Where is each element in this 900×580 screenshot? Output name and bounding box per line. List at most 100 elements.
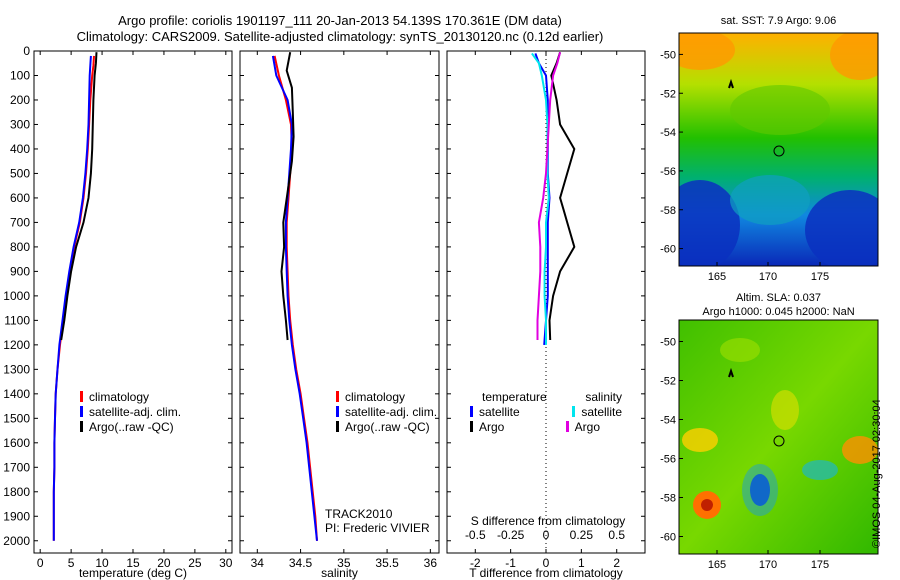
figure-title-line1: Argo profile: coriolis 1901197_111 20-Ja… [118, 13, 562, 28]
sla-argo-location-marker [773, 435, 785, 447]
salinity-x-tick-label: 35 [337, 556, 351, 570]
legend-climatology: climatology [345, 390, 406, 404]
legend-s-satellite: satellite [581, 405, 622, 419]
sla-lon-tick-label: 165 [708, 559, 726, 571]
figure-title-line2: Climatology: CARS2009. Satellite-adjuste… [76, 29, 604, 44]
temperature-series-argo-raw-qc- [60, 52, 98, 341]
depth-tick-label: 0 [23, 44, 30, 58]
difference-series-salinity-argo [536, 51, 562, 340]
difference-x-tick-label: -1 [505, 556, 516, 570]
salinity-legend: climatology satellite-adj. clim. Argo(..… [336, 390, 437, 435]
s-diff-axis-title: S difference from climatology [470, 514, 626, 528]
sla-lat-tick-label: -50 [660, 337, 676, 349]
difference-x-tick-label: 1 [578, 556, 585, 570]
legend-argo: Argo(..raw -QC) [345, 420, 430, 434]
sst-lat-tick-label: -60 [660, 244, 676, 256]
salinity-x-axis-label: salinity [321, 566, 358, 580]
salinity-series-argo-raw-qc- [280, 52, 295, 341]
depth-tick-label: 1000 [3, 289, 30, 303]
temperature-x-tick-label: 10 [95, 556, 109, 570]
difference-x-tick-label: -2 [470, 556, 481, 570]
temperature-x-tick-label: 15 [126, 556, 140, 570]
depth-tick-label: 1400 [3, 387, 30, 401]
track-name: TRACK2010 [325, 507, 393, 521]
salinity-x-tick-label: 34.5 [289, 556, 313, 570]
pi-name: PI: Frederic VIVIER [325, 521, 430, 535]
temperature-axes-box [33, 50, 233, 554]
sla-lat-tick-label: -56 [660, 454, 676, 466]
sla-lon-tick-label: 170 [759, 559, 777, 571]
sst-lat-tick-label: -58 [660, 205, 676, 217]
difference-s-tick-label: 0.5 [608, 528, 625, 542]
temperature-x-tick-label: 5 [68, 556, 75, 570]
sst-map [679, 33, 878, 266]
sla-map-title-line2: Argo h1000: 0.045 h2000: NaN [702, 306, 855, 318]
temperature-x-tick-label: 0 [37, 556, 44, 570]
difference-x-tick-label: 0 [543, 556, 550, 570]
salinity-x-tick-label: 34 [251, 556, 265, 570]
legend-t-satellite: satellite [479, 405, 520, 419]
temperature-x-tick-label: 30 [219, 556, 233, 570]
depth-tick-label: 900 [10, 264, 30, 278]
legend-satellite-adj: satellite-adj. clim. [89, 405, 182, 419]
depth-tick-label: 200 [10, 93, 30, 107]
difference-x-axis-label: T difference from climatology [469, 566, 623, 580]
sst-map-title: sat. SST: 7.9 Argo: 9.06 [720, 15, 837, 27]
temperature-x-tick-label: 20 [157, 556, 171, 570]
sla-lat-tick-label: -60 [660, 532, 676, 544]
sst-lon-tick-label: 175 [811, 271, 829, 283]
salinity-x-tick-label: 35.5 [375, 556, 399, 570]
difference-s-tick-label: 0.25 [570, 528, 594, 542]
salinity-series-satellite-adj-clim- [271, 55, 318, 541]
depth-tick-label: 800 [10, 240, 30, 254]
sst-track-marker [728, 78, 734, 89]
depth-tick-label: 1200 [3, 338, 30, 352]
depth-tick-label: 1900 [3, 509, 30, 523]
depth-tick-label: 1600 [3, 436, 30, 450]
sst-lat-tick-label: -50 [660, 49, 676, 61]
track-annotation: TRACK2010 PI: Frederic VIVIER [325, 507, 430, 535]
difference-axes-box [446, 50, 646, 554]
legend-argo: Argo(..raw -QC) [89, 420, 174, 434]
temperature-x-tick-label: 25 [188, 556, 202, 570]
legend-s-argo: Argo [574, 420, 600, 434]
legend-t-argo: Argo [479, 420, 505, 434]
depth-tick-label: 100 [10, 68, 30, 82]
depth-tick-label: 700 [10, 215, 30, 229]
legend-salinity-header: salinity [585, 390, 622, 404]
sla-lat-tick-label: -54 [660, 415, 676, 427]
depth-tick-label: 2000 [3, 534, 30, 548]
depth-tick-label: 1500 [3, 411, 30, 425]
difference-s-tick-label: -0.25 [497, 528, 525, 542]
imos-stamp: ©IMOS 04-Aug-2017 02:30:04 [871, 399, 883, 548]
difference-series-salinity-satellite [531, 52, 550, 345]
sst-argo-location-marker [773, 145, 785, 157]
sst-lon-tick-label: 165 [708, 271, 726, 283]
sla-map [679, 320, 878, 554]
difference-x-tick-label: 2 [613, 556, 620, 570]
difference-s-tick-label: -0.5 [465, 528, 486, 542]
depth-tick-label: 1300 [3, 362, 30, 376]
sst-lat-tick-label: -56 [660, 166, 676, 178]
temperature-series-satellite-adj-clim- [52, 55, 92, 541]
legend-satellite-adj: satellite-adj. clim. [345, 405, 438, 419]
legend-temperature-header: temperature [482, 390, 547, 404]
temperature-x-axis-label: temperature (deg C) [79, 566, 187, 580]
salinity-x-tick-label: 36 [424, 556, 438, 570]
sla-lat-tick-label: -58 [660, 493, 676, 505]
sla-lon-tick-label: 175 [811, 559, 829, 571]
depth-tick-label: 300 [10, 117, 30, 131]
sst-lat-tick-label: -54 [660, 127, 676, 139]
salinity-axes-box [239, 50, 440, 554]
sla-lat-tick-label: -52 [660, 376, 676, 388]
temperature-legend: climatology satellite-adj. clim. Argo(..… [80, 390, 181, 435]
difference-legend: temperature salinity satellite satellite… [470, 390, 640, 435]
depth-tick-label: 600 [10, 191, 30, 205]
sst-lon-tick-label: 170 [759, 271, 777, 283]
depth-tick-label: 500 [10, 166, 30, 180]
depth-tick-label: 1700 [3, 460, 30, 474]
sla-track-marker [728, 367, 734, 378]
sst-lat-tick-label: -52 [660, 88, 676, 100]
